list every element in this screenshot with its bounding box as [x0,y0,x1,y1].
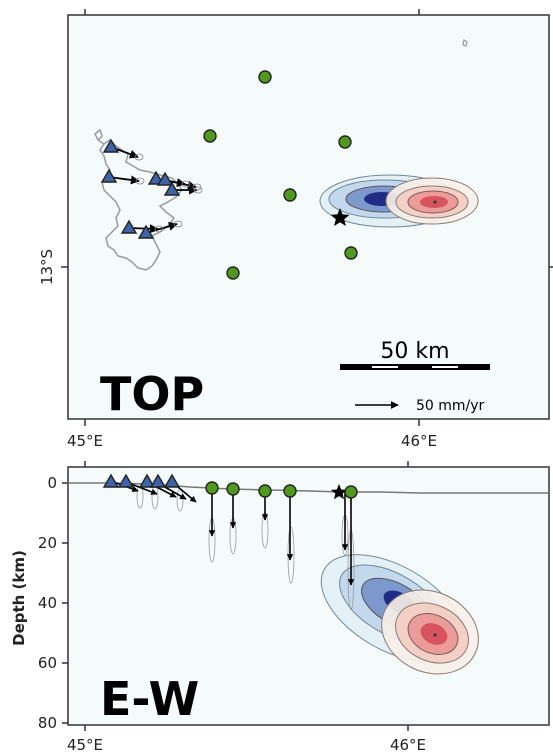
reservoir-ew [320,554,479,675]
seismometer-icon [283,484,297,498]
gnss-station-group-ew [102,473,181,488]
seismometer-icon [205,481,219,495]
gnss-station-icon [120,219,138,234]
seismometer-icon [344,485,358,499]
ew-y-tick-20: 20 [38,534,57,552]
gnss-station-icon [163,473,181,488]
seismometer-icon [258,70,272,84]
ew-x-tick-45e: 45°E [67,736,103,754]
panel-label-ew: E-W [100,672,199,726]
seismometer-group [203,70,358,280]
gnss-station-icon [147,170,165,185]
panel-label-top: TOP [100,367,204,421]
seismometer-icon [258,484,272,498]
islet-small [462,39,468,47]
seismometer-icon [226,482,240,496]
reservoir-top [319,174,479,228]
seismometer-icon [283,188,297,202]
ew-y-tick-40: 40 [38,594,57,612]
gnss-station-icon [102,138,120,153]
eruption-site-icon [330,484,348,500]
ew-y-tick-60: 60 [38,654,57,672]
top-y-tick-13s: 13°S [38,249,56,285]
gnss-station-icon [117,473,135,488]
gnss-station-icon [156,171,174,186]
seismometer-group-ew [205,481,358,499]
gnss-station-icon [149,473,167,488]
gnss-station-icon [102,473,120,488]
gnss-station-icon [137,224,155,239]
ew-panel: 45°E 46°E 0 20 40 60 80 Depth (km) [10,461,550,754]
ew-y-tick-0: 0 [47,474,57,492]
seismometer-icon [344,246,358,260]
gnss-station-group [100,138,181,239]
seismometer-icon [203,129,217,143]
eruption-site-icon [330,208,350,226]
scale-bar: 50 km [340,339,490,370]
error-ellipses-top [134,153,203,233]
gnss-station-icon [138,473,156,488]
top-x-tick-45e: 45°E [67,432,103,450]
seismometer-icon [338,135,352,149]
gnss-station-icon [100,168,118,183]
island-coastline [94,128,183,271]
velocity-legend-label: 50 mm/yr [416,398,485,414]
top-ticks [61,9,553,426]
top-panel-frame [67,14,550,420]
velocity-arrow-icon [145,221,178,234]
top-x-tick-46e: 46°E [401,432,437,450]
top-panel: 45°E 46°E 13°S [38,9,553,450]
ew-y-axis-title: Depth (km) [10,550,28,646]
scale-bar-label: 50 km [380,339,449,364]
ew-ticks [62,461,409,731]
velocity-legend: 50 mm/yr [355,398,485,414]
gnss-station-icon [163,181,181,196]
ew-y-tick-80: 80 [38,714,57,732]
seismometer-icon [226,266,240,280]
ew-x-tick-46e: 46°E [390,736,426,754]
ew-panel-frame [67,466,550,726]
